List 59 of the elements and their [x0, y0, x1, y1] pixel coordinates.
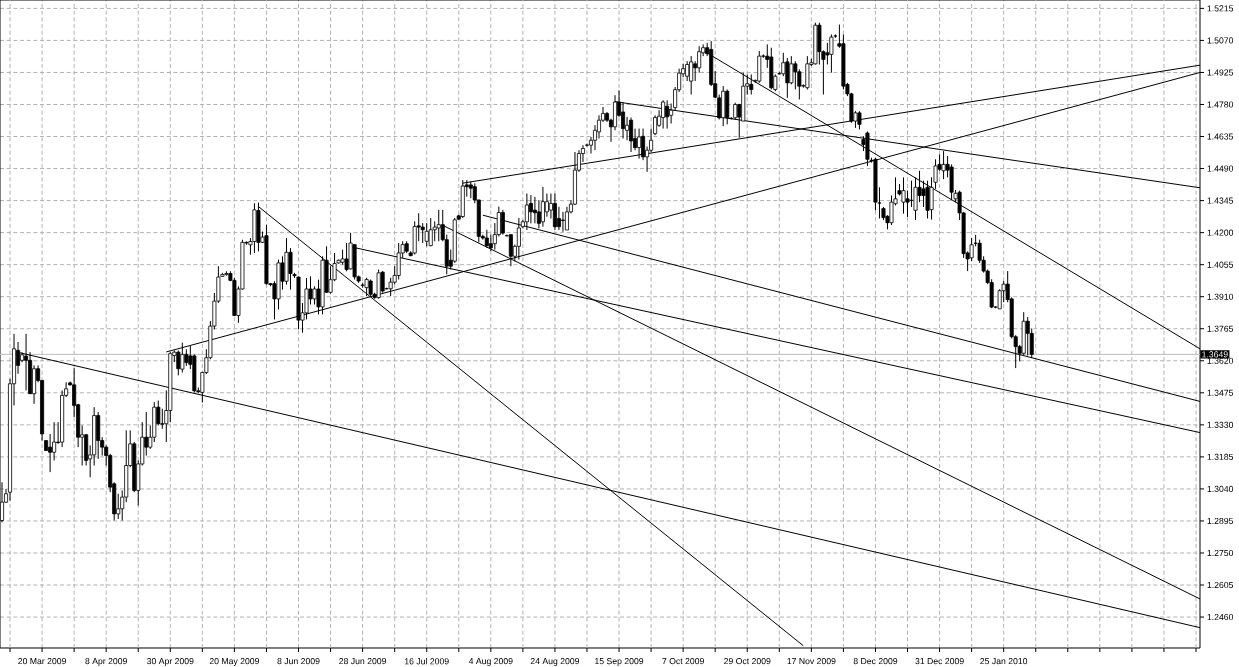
x-tick-label: 8 Dec 2009 [853, 658, 898, 665]
x-tick-label: 20 Mar 2009 [18, 658, 66, 665]
y-tick-label: 1.3620 [1207, 357, 1234, 364]
y-tick-label: 1.3475 [1207, 389, 1234, 396]
x-tick-label: 25 Jan 2010 [980, 658, 1028, 665]
y-tick-label: 1.3910 [1207, 293, 1234, 300]
x-tick-label: 24 Aug 2009 [530, 658, 580, 666]
x-tick-label: 15 Sep 2009 [595, 658, 644, 666]
candlestick [552, 193, 557, 231]
candlestick [857, 110, 862, 130]
y-tick-label: 1.4635 [1207, 133, 1234, 140]
x-tick-label: 31 Dec 2009 [915, 658, 964, 665]
candlestick [685, 60, 690, 82]
x-tick-label: 28 Jun 2009 [339, 658, 387, 665]
y-tick-label: 1.4345 [1207, 197, 1234, 204]
y-tick-label: 1.5070 [1207, 37, 1234, 44]
candlestick [785, 57, 790, 99]
x-tick-label: 30 Apr 2009 [147, 658, 194, 666]
candlestick [1025, 316, 1030, 356]
candlestick [428, 217, 433, 247]
candlestick [689, 55, 694, 96]
y-tick-label: 1.3765 [1207, 325, 1234, 332]
x-tick-label: 8 Jun 2009 [277, 658, 320, 665]
y-tick-label: 1.3040 [1207, 485, 1234, 492]
candlestick [48, 433, 53, 473]
x-tick-label: 20 May 2009 [209, 658, 260, 666]
x-tick-label: 29 Oct 2009 [724, 658, 771, 665]
x-tick-label: 16 Jul 2009 [404, 658, 449, 665]
y-tick-label: 1.4055 [1207, 261, 1234, 268]
candlestick [637, 128, 642, 160]
x-tick-label: 8 Apr 2009 [85, 658, 127, 666]
y-tick-label: 1.4490 [1207, 165, 1234, 172]
y-tick-label: 1.4200 [1207, 229, 1234, 236]
candlestick [560, 211, 565, 233]
candlestick [556, 206, 561, 231]
ref-line-label: 1.3649 [1202, 351, 1228, 358]
y-tick-label: 1.4780 [1207, 101, 1234, 108]
y-tick-label: 1.2895 [1207, 517, 1234, 525]
x-tick-label: 17 Nov 2009 [787, 658, 836, 665]
y-tick-label: 1.5215 [1207, 5, 1234, 12]
candlestick [532, 196, 537, 224]
candlestick [424, 222, 429, 247]
candlestick [789, 55, 794, 85]
candlestick [380, 270, 385, 294]
x-tick-label: 7 Oct 2009 [662, 658, 704, 665]
candlestick [921, 180, 926, 208]
candlestick [925, 180, 930, 219]
y-tick-label: 1.3330 [1207, 421, 1234, 428]
y-tick-label: 1.2750 [1207, 549, 1234, 557]
candlestick [544, 193, 549, 218]
x-tick-label: 4 Aug 2009 [468, 658, 513, 666]
y-tick-label: 1.2605 [1207, 581, 1234, 589]
candlestick [436, 209, 441, 242]
y-tick-label: 1.2460 [1207, 614, 1234, 621]
candlestick [629, 117, 634, 153]
candlestick [564, 206, 569, 231]
y-tick-label: 1.3185 [1207, 453, 1234, 460]
y-tick-label: 1.4925 [1207, 69, 1234, 76]
candlestick [312, 285, 317, 305]
